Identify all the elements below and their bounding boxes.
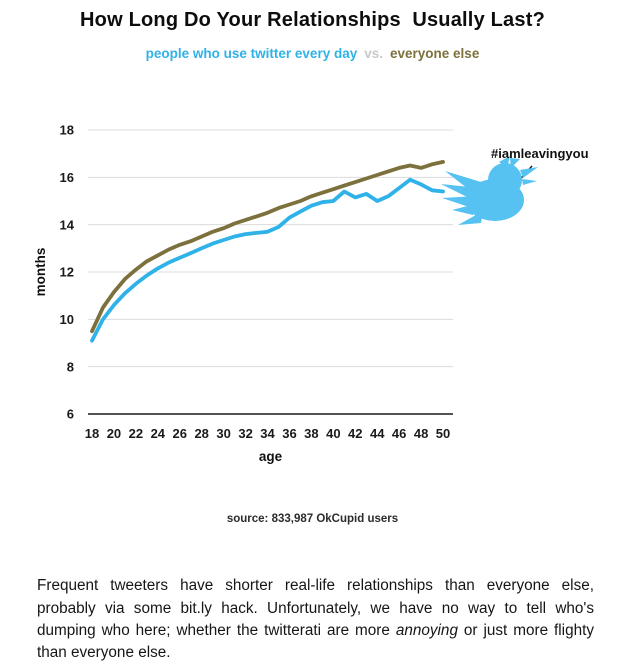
x-tick-label: 34 xyxy=(260,426,275,441)
caption-paragraph: Frequent tweeters have shorter real-life… xyxy=(37,575,594,664)
y-tick-label: 8 xyxy=(67,359,74,374)
chart-legend: people who use twitter every day vs. every… xyxy=(0,46,625,61)
x-tick-label: 24 xyxy=(151,426,166,441)
caption-text-italic: annoying xyxy=(395,621,458,639)
x-tick-label: 30 xyxy=(216,426,230,441)
x-tick-label: 40 xyxy=(326,426,340,441)
y-tick-label: 18 xyxy=(60,123,74,138)
legend-vs-label: vs. xyxy=(364,46,384,61)
x-tick-label: 42 xyxy=(348,426,362,441)
page-title: How Long Do Your Relationships Usually L… xyxy=(80,9,545,31)
series-line xyxy=(90,159,445,334)
x-tick-label: 22 xyxy=(129,426,143,441)
y-tick-label: 14 xyxy=(60,217,75,232)
hashtag-annotation: #iamleavingyou xyxy=(491,146,589,161)
y-tick-label: 6 xyxy=(67,407,74,422)
caption-text-1: Frequent tweeters have shorter real-life… xyxy=(37,577,594,639)
x-tick-label: 46 xyxy=(392,426,406,441)
legend-everyone-label: everyone else xyxy=(390,46,480,61)
twitter-bird-icon xyxy=(441,156,538,225)
x-tick-label: 26 xyxy=(173,426,187,441)
y-axis-title: months xyxy=(33,248,48,297)
x-tick-label: 48 xyxy=(414,426,428,441)
legend-twitter-label: people who use twitter every day xyxy=(145,46,358,61)
x-tick-label: 20 xyxy=(107,426,121,441)
x-tick-label: 32 xyxy=(238,426,252,441)
y-tick-label: 16 xyxy=(60,170,74,185)
x-tick-label: 44 xyxy=(370,426,385,441)
y-tick-label: 10 xyxy=(60,312,74,327)
x-tick-label: 36 xyxy=(282,426,296,441)
x-tick-label: 38 xyxy=(304,426,318,441)
y-tick-label: 12 xyxy=(60,265,74,280)
source-note: source: 833,987 OkCupid users xyxy=(226,513,399,525)
x-tick-label: 18 xyxy=(85,426,99,441)
x-tick-label: 28 xyxy=(194,426,208,441)
x-axis-title: age xyxy=(259,449,283,464)
series-line xyxy=(90,177,445,343)
relationship-length-chart: 6 8 10 12 14 16 18 18 20 22 24 26 28 30 32 34 36 38 40 42 44… xyxy=(33,123,533,464)
x-tick-label: 50 xyxy=(436,426,450,441)
